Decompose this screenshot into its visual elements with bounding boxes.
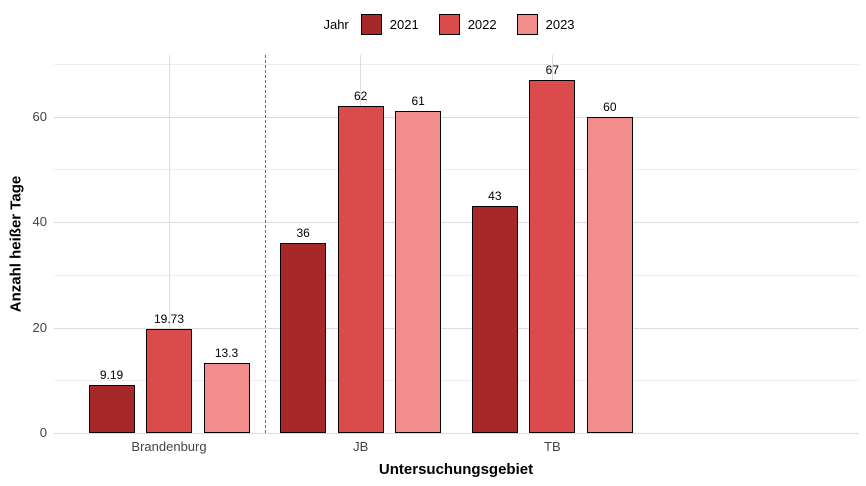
legend: Jahr 2021 2022 2023 [0, 8, 866, 40]
gridline-minor [54, 63, 859, 65]
bar-value-label: 60 [603, 99, 617, 114]
bar [471, 206, 518, 433]
x-tick-label: JB [353, 439, 369, 454]
x-tick-label: TB [544, 439, 561, 454]
separator-dashed-line [264, 55, 266, 433]
gridline-major [54, 327, 859, 329]
bar-value-label: 9.19 [99, 367, 124, 382]
bar [280, 243, 327, 433]
legend-items: 2021 2022 2023 [360, 13, 585, 35]
legend-swatch-icon [438, 13, 460, 35]
gridline-minor [54, 380, 859, 382]
gridline-major [54, 433, 859, 434]
gridline-minor [54, 169, 859, 171]
gridline-vertical [168, 55, 170, 433]
bar-value-label: 13.3 [214, 345, 239, 360]
bar-value-label: 62 [353, 89, 368, 104]
bar [586, 116, 633, 433]
legend-item: 2021 [360, 13, 419, 35]
legend-item: 2023 [516, 13, 575, 35]
y-tick-label: 20 [32, 319, 47, 335]
y-tick-label: 0 [39, 425, 47, 440]
legend-item-label: 2021 [389, 16, 419, 32]
x-axis-title: Untersuchungsgebiet [378, 461, 534, 478]
y-axis-title: Anzahl heißer Tage [7, 175, 25, 313]
legend-swatch-icon [360, 13, 382, 35]
legend-title: Jahr [323, 16, 349, 32]
bar [203, 362, 250, 433]
bar-value-label: 19.73 [153, 311, 185, 326]
gridline-minor [54, 274, 859, 276]
bar [146, 328, 192, 433]
bar-value-label: 36 [296, 226, 310, 241]
legend-item: 2022 [438, 13, 497, 35]
gridline-major [54, 116, 859, 118]
bar-value-label: 43 [488, 189, 502, 204]
x-tick-label: Brandenburg [131, 439, 207, 454]
bar [88, 384, 135, 433]
y-tick-label: 60 [32, 108, 47, 124]
bar [529, 79, 576, 433]
y-tick-label: 40 [32, 214, 47, 230]
bar [337, 106, 384, 433]
plot-panel: 9.19 36 43 19.73 62 67 13.3 61 60 Brandenburg JB TB… [33, 55, 859, 454]
legend-item-label: 2022 [467, 16, 497, 32]
gridline-major [54, 222, 859, 224]
bar [395, 111, 442, 433]
bar-value-label: 61 [411, 94, 425, 109]
bar-value-label: 67 [545, 62, 560, 77]
legend-swatch-icon [516, 13, 538, 35]
legend-item-label: 2023 [545, 16, 575, 32]
